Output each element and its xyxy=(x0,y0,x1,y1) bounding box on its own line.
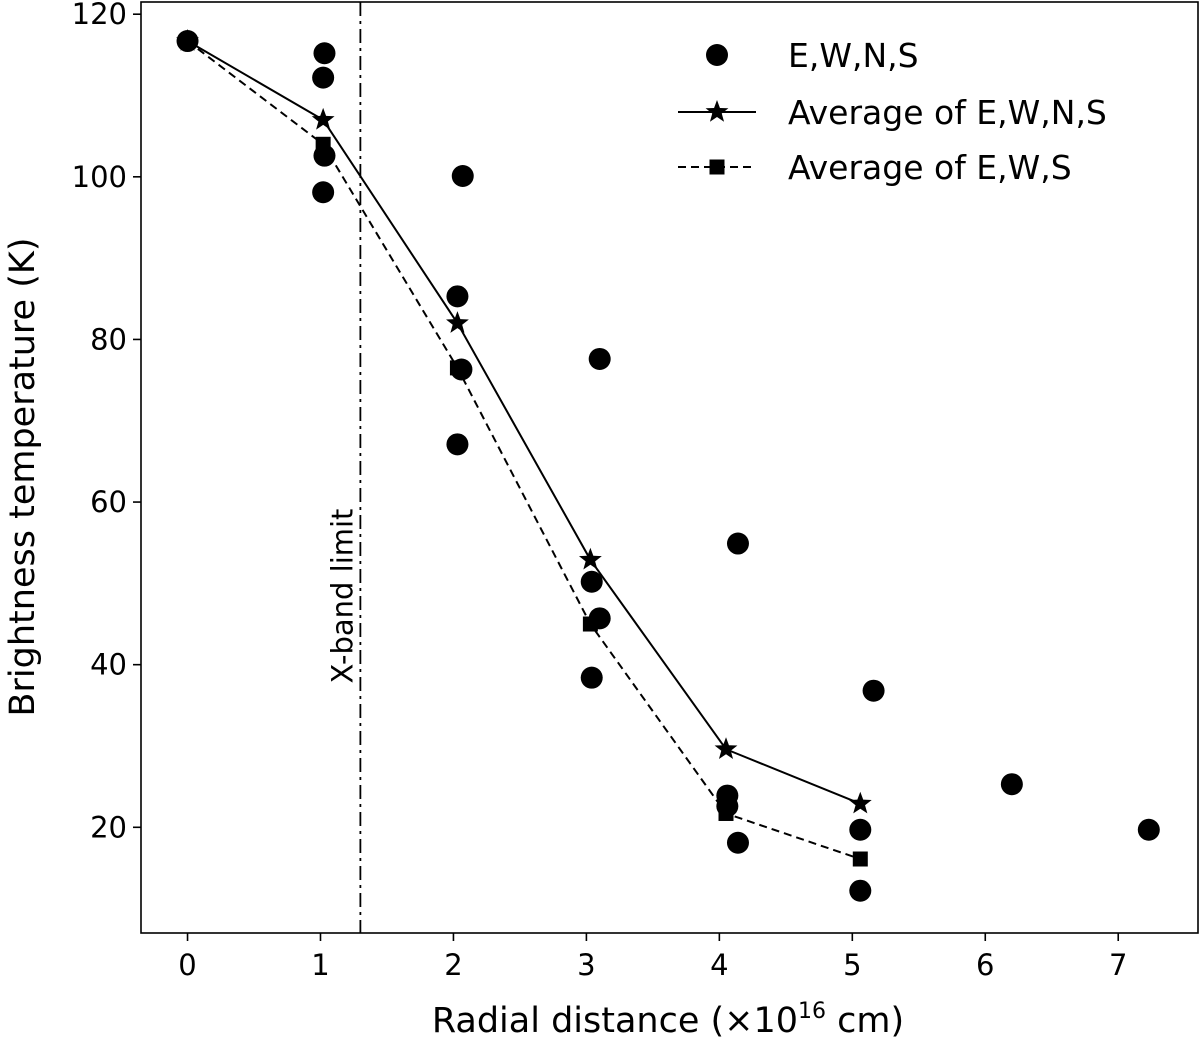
data-point xyxy=(312,181,335,204)
data-point xyxy=(446,433,469,456)
series-line xyxy=(187,40,861,805)
data-point xyxy=(451,165,474,188)
series-line xyxy=(186,40,861,860)
data-point xyxy=(449,360,465,376)
x-tick-label: 3 xyxy=(577,948,595,982)
annotation-layer: X-band limit xyxy=(325,2,362,933)
legend-item: E,W,N,S xyxy=(706,36,919,75)
data-point xyxy=(312,66,335,89)
data-point xyxy=(849,879,872,902)
x-axis-ticks: 0 1 2 3 4 5 6 7 xyxy=(178,933,1127,982)
legend-item: Average of E,W,N,S xyxy=(678,93,1107,132)
legend-label: E,W,N,S xyxy=(788,36,919,75)
data-point xyxy=(726,532,749,555)
data-point xyxy=(311,107,335,130)
legend-marker xyxy=(709,159,725,175)
x-band-limit-label: X-band limit xyxy=(325,509,359,684)
legend-marker xyxy=(705,100,729,122)
data-point xyxy=(578,547,602,570)
data-point xyxy=(726,831,749,854)
x-tick-label: 6 xyxy=(976,948,994,982)
data-point xyxy=(1137,818,1160,841)
data-point xyxy=(852,851,868,867)
y-tick-label: 40 xyxy=(90,648,127,682)
data-point xyxy=(848,791,872,814)
y-axis-title: Brightness temperature (K) xyxy=(3,238,43,717)
x-tick-label: 1 xyxy=(311,948,329,982)
y-tick-label: 100 xyxy=(72,160,127,194)
data-point xyxy=(313,42,336,65)
data-point xyxy=(315,136,331,152)
x-tick-label: 4 xyxy=(710,948,728,982)
series-1 xyxy=(176,29,872,814)
data-point xyxy=(588,347,611,370)
data-point xyxy=(1000,773,1023,796)
series-0 xyxy=(176,30,1160,902)
y-tick-label: 60 xyxy=(90,485,127,519)
data-point xyxy=(180,33,196,49)
series-2 xyxy=(180,33,868,867)
x-axis-title: Radial distance (×1016 cm) xyxy=(432,999,904,1039)
y-tick-label: 120 xyxy=(72,0,127,31)
data-point xyxy=(862,679,885,702)
data-point xyxy=(446,285,469,308)
legend-item: Average of E,W,S xyxy=(678,148,1072,187)
data-point xyxy=(582,616,598,632)
x-tick-label: 2 xyxy=(444,948,462,982)
plot-frame xyxy=(140,1,1199,934)
data-point xyxy=(714,737,738,759)
series-layer xyxy=(176,29,1160,902)
legend-label: Average of E,W,N,S xyxy=(788,93,1107,132)
plot-area xyxy=(140,1,1199,934)
data-point xyxy=(446,311,469,333)
legend: E,W,N,S Average of E,W,N,S Average of E,W,… xyxy=(678,36,1107,187)
data-point xyxy=(849,818,872,841)
y-tick-label: 80 xyxy=(90,322,127,356)
x-tick-label: 0 xyxy=(178,948,196,982)
x-tick-label: 7 xyxy=(1109,948,1127,982)
data-point xyxy=(580,570,603,593)
legend-label: Average of E,W,S xyxy=(788,148,1072,187)
data-point xyxy=(580,666,603,689)
data-point xyxy=(718,805,734,821)
y-axis-ticks: 20 40 60 80 100 120 xyxy=(72,0,141,844)
y-tick-label: 20 xyxy=(90,810,127,844)
x-tick-label: 5 xyxy=(843,948,861,982)
legend-marker xyxy=(706,44,728,66)
